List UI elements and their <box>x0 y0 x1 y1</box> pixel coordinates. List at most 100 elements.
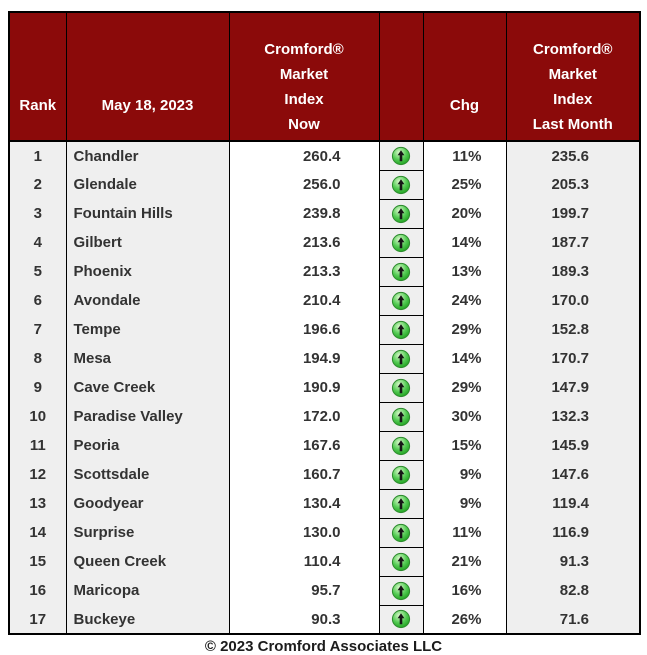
rank-cell: 6 <box>8 286 67 315</box>
up-arrow-icon <box>391 465 411 484</box>
trend-cell <box>378 575 424 606</box>
cmi-now-cell: 213.6 <box>228 228 380 257</box>
trend-cell <box>378 430 424 461</box>
cmi-now-cell: 239.8 <box>228 199 380 228</box>
rank-cell: 10 <box>8 402 67 431</box>
table-row: 15 Queen Creek 110.4 21% 91.3 <box>8 546 641 577</box>
cmi-now-cell: 210.4 <box>228 286 380 315</box>
chg-cell: 21% <box>422 547 507 576</box>
trend-cell <box>378 198 424 229</box>
up-arrow-icon <box>391 320 411 339</box>
up-arrow-icon <box>391 146 411 165</box>
cmi-last-month-cell: 71.6 <box>505 605 641 634</box>
cmi-last-month-cell: 189.3 <box>505 257 641 286</box>
trend-cell <box>378 227 424 258</box>
rank-cell: 4 <box>8 228 67 257</box>
table-row: 16 Maricopa 95.7 16% 82.8 <box>8 575 641 606</box>
chg-cell: 11% <box>422 141 507 170</box>
table-row: 17 Buckeye 90.3 26% 71.6 <box>8 604 641 635</box>
header-cmi-last-month: Cromford® Market Index Last Month <box>505 12 641 142</box>
cmi-last-month-cell: 82.8 <box>505 576 641 605</box>
city-cell: Cave Creek <box>65 373 230 402</box>
chg-cell: 9% <box>422 489 507 518</box>
up-arrow-icon <box>391 291 411 310</box>
rank-cell: 15 <box>8 547 67 576</box>
trend-cell <box>378 401 424 432</box>
cmi-last-month-cell: 119.4 <box>505 489 641 518</box>
cmi-last-month-cell: 145.9 <box>505 431 641 460</box>
table-row: 4 Gilbert 213.6 14% 187.7 <box>8 227 641 258</box>
city-cell: Goodyear <box>65 489 230 518</box>
up-arrow-icon <box>391 523 411 542</box>
table-row: 9 Cave Creek 190.9 29% 147.9 <box>8 372 641 403</box>
cmi-now-cell: 260.4 <box>228 141 380 170</box>
up-arrow-icon <box>391 552 411 571</box>
trend-cell <box>378 546 424 577</box>
table-row: 14 Surprise 130.0 11% 116.9 <box>8 517 641 548</box>
header-rank: Rank <box>8 12 67 142</box>
city-cell: Chandler <box>65 141 230 170</box>
cmi-now-cell: 194.9 <box>228 344 380 373</box>
rank-cell: 12 <box>8 460 67 489</box>
cmi-last-month-cell: 170.7 <box>505 344 641 373</box>
rank-cell: 2 <box>8 170 67 199</box>
copyright-text: © 2023 Cromford Associates LLC <box>204 638 443 655</box>
chg-cell: 25% <box>422 170 507 199</box>
city-cell: Phoenix <box>65 257 230 286</box>
city-cell: Mesa <box>65 344 230 373</box>
chg-cell: 29% <box>422 373 507 402</box>
city-cell: Peoria <box>65 431 230 460</box>
city-cell: Surprise <box>65 518 230 547</box>
trend-cell <box>378 459 424 490</box>
table-row: 2 Glendale 256.0 25% 205.3 <box>8 169 641 200</box>
table-row: 3 Fountain Hills 239.8 20% 199.7 <box>8 198 641 229</box>
cmi-now-cell: 110.4 <box>228 547 380 576</box>
cmi-last-month-cell: 199.7 <box>505 199 641 228</box>
trend-cell <box>378 604 424 635</box>
chg-cell: 13% <box>422 257 507 286</box>
rank-cell: 17 <box>8 605 67 634</box>
cmi-now-cell: 160.7 <box>228 460 380 489</box>
city-cell: Tempe <box>65 315 230 344</box>
rank-cell: 13 <box>8 489 67 518</box>
rank-cell: 7 <box>8 315 67 344</box>
trend-cell <box>378 314 424 345</box>
trend-cell <box>378 256 424 287</box>
rank-cell: 9 <box>8 373 67 402</box>
cmi-now-cell: 256.0 <box>228 170 380 199</box>
table-row: 13 Goodyear 130.4 9% 119.4 <box>8 488 641 519</box>
cmi-last-month-cell: 91.3 <box>505 547 641 576</box>
cmi-last-month-cell: 116.9 <box>505 518 641 547</box>
header-cmi-now: Cromford® Market Index Now <box>228 12 380 142</box>
cmi-last-month-cell: 147.6 <box>505 460 641 489</box>
chg-cell: 24% <box>422 286 507 315</box>
chg-cell: 29% <box>422 315 507 344</box>
chg-cell: 20% <box>422 199 507 228</box>
chg-cell: 16% <box>422 576 507 605</box>
rank-cell: 11 <box>8 431 67 460</box>
trend-cell <box>378 372 424 403</box>
up-arrow-icon <box>391 204 411 223</box>
cmi-last-month-cell: 147.9 <box>505 373 641 402</box>
trend-cell <box>378 169 424 200</box>
up-arrow-icon <box>391 581 411 600</box>
chg-cell: 26% <box>422 605 507 634</box>
cmi-now-cell: 130.0 <box>228 518 380 547</box>
rank-cell: 16 <box>8 576 67 605</box>
cmi-last-month-cell: 235.6 <box>505 141 641 170</box>
up-arrow-icon <box>391 233 411 252</box>
chg-cell: 30% <box>422 402 507 431</box>
cmi-now-cell: 130.4 <box>228 489 380 518</box>
trend-cell <box>378 140 424 171</box>
up-arrow-icon <box>391 175 411 194</box>
city-cell: Scottsdale <box>65 460 230 489</box>
city-cell: Gilbert <box>65 228 230 257</box>
cmi-now-cell: 95.7 <box>228 576 380 605</box>
up-arrow-icon <box>391 436 411 455</box>
cmi-last-month-cell: 152.8 <box>505 315 641 344</box>
table-row: 10 Paradise Valley 172.0 30% 132.3 <box>8 401 641 432</box>
rank-cell: 3 <box>8 199 67 228</box>
table-row: 1 Chandler 260.4 11% 235.6 <box>8 140 641 171</box>
trend-cell <box>378 488 424 519</box>
cromford-market-index-table: Rank May 18, 2023 Cromford® Market Index… <box>8 11 641 635</box>
